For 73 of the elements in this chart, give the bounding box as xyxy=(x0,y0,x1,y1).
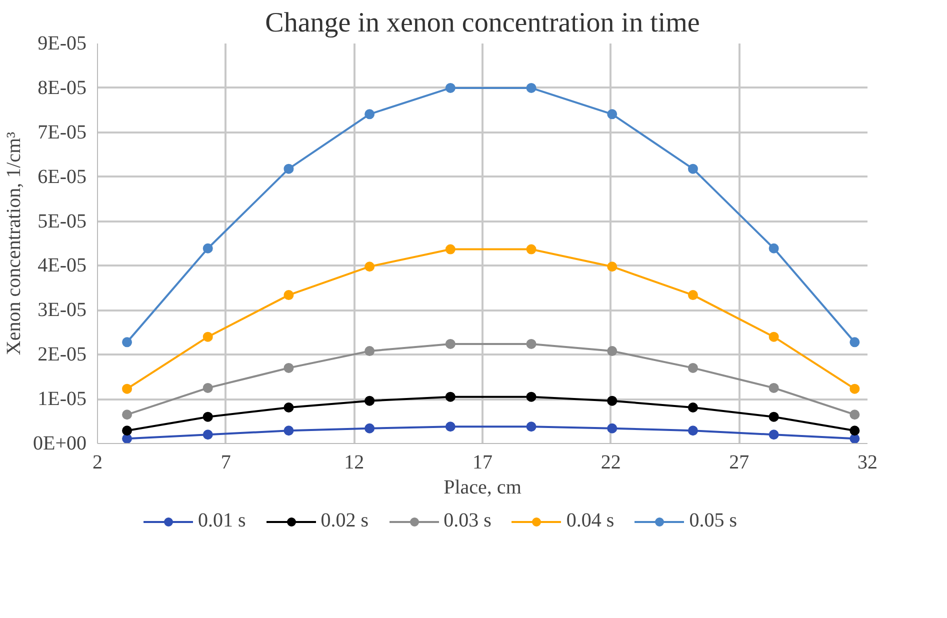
point xyxy=(850,426,860,436)
point xyxy=(284,164,294,174)
chart-title: Change in xenon concentration in time xyxy=(265,8,700,38)
legend-label: 0.02 s xyxy=(320,510,369,532)
y-tick-label: 2E-05 xyxy=(38,344,87,366)
point xyxy=(284,290,294,300)
point xyxy=(202,412,213,422)
point xyxy=(768,430,779,440)
point xyxy=(364,423,375,434)
point xyxy=(364,109,375,120)
point xyxy=(284,362,294,373)
legend-label: 0.03 s xyxy=(444,510,492,532)
point xyxy=(364,396,375,406)
point xyxy=(364,262,375,272)
point xyxy=(445,422,456,432)
y-axis-title: Xenon concentration, 1/cm³ xyxy=(3,132,26,356)
y-tick-label: 8E-05 xyxy=(38,76,87,99)
point xyxy=(607,262,618,272)
x-tick-label: 32 xyxy=(858,452,878,474)
legend-label: 0.01 s xyxy=(198,510,246,532)
point xyxy=(607,396,618,406)
point xyxy=(284,402,294,412)
point xyxy=(526,422,536,432)
point xyxy=(768,412,779,422)
point xyxy=(122,410,132,420)
point xyxy=(445,338,456,349)
point xyxy=(688,164,698,174)
y-tick-label: 4E-05 xyxy=(38,254,87,277)
point xyxy=(284,426,294,436)
x-tick-label: 12 xyxy=(344,452,364,474)
point xyxy=(526,82,536,93)
legend-label: 0.05 s xyxy=(689,510,737,532)
x-tick-label: 22 xyxy=(600,452,621,474)
point xyxy=(202,243,213,254)
x-tick-label: 17 xyxy=(472,452,492,474)
point xyxy=(445,244,456,254)
point xyxy=(122,337,132,348)
point xyxy=(526,244,536,254)
point xyxy=(122,426,132,436)
point xyxy=(607,346,618,356)
point xyxy=(607,423,618,434)
point xyxy=(202,382,213,393)
point xyxy=(202,332,213,342)
y-tick-label: 1E-05 xyxy=(38,388,87,410)
point xyxy=(526,338,536,349)
point xyxy=(445,392,456,402)
point xyxy=(850,384,860,394)
x-axis-title: Place, cm xyxy=(444,476,522,498)
point xyxy=(688,426,698,436)
y-tick-label: 6E-05 xyxy=(38,166,87,188)
point xyxy=(768,332,779,342)
x-tick-label: 2 xyxy=(92,452,102,474)
x-tick-label: 27 xyxy=(729,452,750,474)
point xyxy=(445,82,456,93)
x-tick-label: 7 xyxy=(220,452,231,474)
point xyxy=(202,430,213,440)
point xyxy=(526,392,536,402)
point xyxy=(768,243,779,254)
point xyxy=(364,346,375,356)
y-tick-label: 5E-05 xyxy=(38,210,87,232)
point xyxy=(688,402,698,412)
y-tick-label: 0E+00 xyxy=(33,432,87,454)
point xyxy=(850,337,860,348)
point xyxy=(688,290,698,300)
point xyxy=(607,109,618,120)
point xyxy=(768,382,779,393)
y-tick-label: 7E-05 xyxy=(38,121,87,144)
point xyxy=(850,410,860,420)
legend-label: 0.04 s xyxy=(566,510,614,532)
y-tick-label: 3E-05 xyxy=(38,299,87,322)
point xyxy=(688,362,698,373)
point xyxy=(122,384,132,394)
y-tick-label: 9E-05 xyxy=(38,32,87,54)
